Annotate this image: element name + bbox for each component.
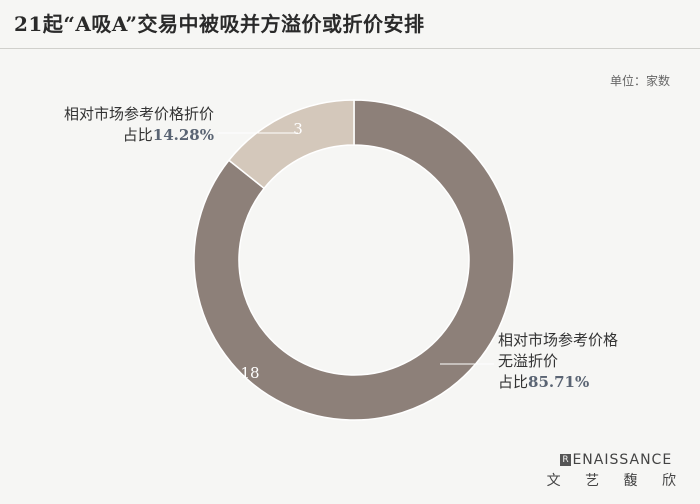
label-discount: 相对市场参考价格折价 占比14.28% <box>28 104 214 146</box>
label-no-premium-share-prefix: 占比 <box>498 373 529 391</box>
slice-discount <box>227 99 355 190</box>
brand-logo: R ENAISSANCE 文 艺 馥 欣 <box>547 452 686 490</box>
label-no-premium-share-value: 85.71% <box>528 373 590 391</box>
label-discount-line1: 相对市场参考价格折价 <box>63 105 214 123</box>
chart-title: 21起“A吸A”交易中被吸并方溢价或折价安排 <box>14 12 425 36</box>
label-no-premium: 相对市场参考价格 无溢折价 占比85.71% <box>498 330 618 393</box>
label-discount-share: 占比14.28% <box>28 125 214 146</box>
slice-value-discount: 3 <box>293 120 303 138</box>
brand-chinese: 文 艺 馥 欣 <box>546 473 686 489</box>
slice-no-premium <box>193 99 515 421</box>
label-discount-share-value: 14.28% <box>152 126 214 144</box>
label-discount-share-prefix: 占比 <box>122 126 153 144</box>
label-no-premium-line2: 无溢折价 <box>498 352 559 370</box>
title-divider <box>0 48 700 49</box>
brand-english: R ENAISSANCE <box>547 452 686 468</box>
label-no-premium-line1: 相对市场参考价格 <box>498 331 619 349</box>
slice-value-no-premium: 18 <box>240 364 259 382</box>
brand-badge-icon: R <box>560 454 572 466</box>
unit-label: 单位：家数 <box>609 74 670 88</box>
label-no-premium-share: 占比85.71% <box>498 372 618 393</box>
brand-english-text: ENAISSANCE <box>572 452 673 468</box>
